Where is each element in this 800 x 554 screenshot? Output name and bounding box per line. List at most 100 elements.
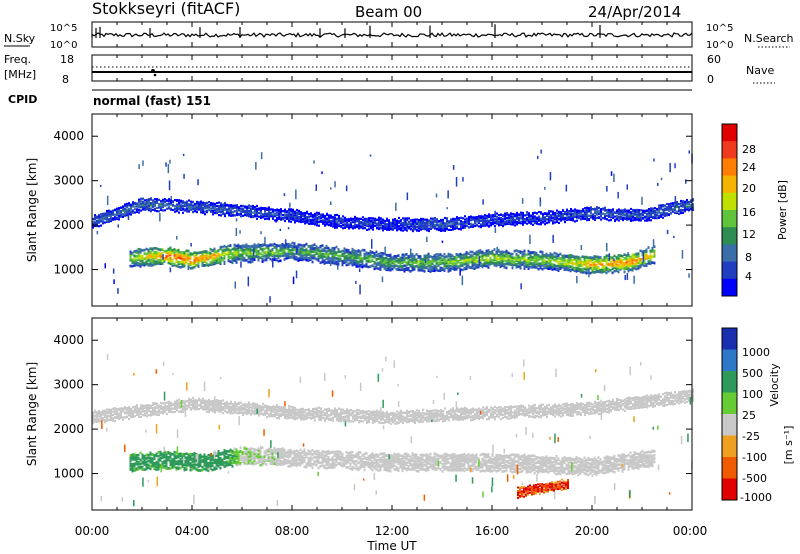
heatmap-cell — [420, 220, 422, 223]
heatmap-cell — [517, 250, 520, 253]
heatmap-cell — [534, 222, 536, 225]
heatmap-cell — [490, 217, 492, 220]
heatmap-cell — [108, 213, 110, 216]
heatmap-cell — [233, 243, 236, 247]
heatmap-cell — [494, 225, 496, 228]
heatmap-cell — [190, 243, 192, 247]
heatmap-cell — [153, 247, 156, 250]
heatmap-cell — [358, 217, 360, 220]
heatmap-cell — [282, 210, 284, 213]
heatmap-cell — [197, 259, 200, 262]
heatmap-cell — [208, 206, 210, 209]
heatmap-cell — [303, 253, 306, 257]
heatmap-cell — [639, 263, 642, 267]
heatmap-cell — [392, 221, 394, 224]
heatmap-cell — [350, 219, 352, 222]
heatmap-cell — [141, 255, 144, 258]
heatmap-cell — [330, 221, 332, 224]
heatmap-cell — [565, 262, 568, 266]
heatmap-cell — [164, 204, 166, 207]
heatmap-cell — [169, 246, 172, 250]
heatmap-cell — [268, 217, 270, 220]
heatmap-cell — [692, 198, 694, 201]
heatmap-cell — [286, 210, 288, 213]
heatmap-cell — [264, 209, 266, 212]
heatmap-cell — [134, 208, 136, 211]
heatmap-cell — [493, 255, 496, 259]
heatmap-cell — [630, 217, 632, 220]
heatmap-cell — [452, 220, 454, 223]
heatmap-cell — [260, 211, 262, 214]
heatmap-cell — [551, 253, 554, 257]
heatmap-cell — [242, 204, 244, 207]
heatmap-cell — [363, 248, 366, 252]
heatmap-cell — [256, 207, 258, 210]
heatmap-cell — [407, 255, 410, 258]
heatmap-cell — [564, 218, 566, 221]
heatmap-cell — [552, 222, 554, 225]
heatmap-cell — [129, 257, 132, 260]
heatmap-cell — [340, 218, 342, 221]
heatmap-cell — [233, 256, 236, 259]
heatmap-cell — [481, 263, 484, 266]
heatmap-cell — [364, 222, 366, 225]
heatmap-cell — [453, 266, 456, 269]
heatmap-cell — [467, 252, 470, 255]
heatmap-cell — [585, 271, 588, 275]
heatmap-cell — [639, 249, 642, 253]
heatmap-cell — [567, 254, 570, 258]
heatmap-cell — [137, 462, 140, 466]
heatmap-cell — [255, 255, 258, 259]
heatmap-cell — [225, 252, 228, 256]
heatmap-cell — [179, 254, 182, 258]
heatmap-cell — [617, 191, 619, 199]
heatmap-cell — [526, 219, 528, 222]
heatmap-cell — [149, 467, 152, 471]
heatmap-cell — [434, 217, 436, 220]
heatmap-cell — [177, 253, 180, 257]
heatmap-cell — [388, 226, 390, 229]
heatmap-cell — [476, 217, 478, 220]
heatmap-cell — [547, 264, 550, 268]
heatmap-cell — [363, 257, 366, 260]
heatmap-cell — [177, 255, 180, 259]
heatmap-cell — [365, 259, 368, 263]
heatmap-cell — [511, 252, 514, 256]
heatmap-cell — [163, 258, 166, 262]
heatmap-cell — [227, 259, 230, 263]
heatmap-cell — [410, 222, 412, 225]
heatmap-cell — [652, 239, 655, 247]
heatmap-cell — [588, 217, 590, 221]
heatmap-cell — [414, 224, 416, 227]
heatmap-cell — [315, 257, 318, 261]
heatmap-cell — [291, 241, 294, 245]
heatmap-cell — [549, 262, 552, 266]
heatmap-cell — [482, 199, 484, 205]
heatmap-cell — [157, 248, 160, 251]
heatmap-cell — [189, 252, 192, 255]
heatmap-cell — [684, 206, 686, 209]
heatmap-cell — [198, 205, 200, 208]
heatmap-cell — [496, 219, 498, 222]
heatmap-cell — [301, 251, 304, 255]
heatmap-cell — [380, 220, 382, 223]
heatmap-cell — [586, 219, 588, 222]
heatmap-cell — [650, 214, 652, 218]
heatmap-cell — [606, 214, 608, 217]
heatmap-cell — [639, 258, 642, 261]
heatmap-cell — [639, 265, 642, 269]
heatmap-cell — [476, 223, 478, 226]
heatmap-cell — [490, 224, 492, 227]
heatmap-cell — [673, 235, 675, 239]
heatmap-cell — [325, 255, 328, 258]
heatmap-cell — [510, 223, 512, 226]
heatmap-cell — [628, 214, 630, 217]
heatmap-cell — [353, 249, 356, 253]
heatmap-cell — [285, 242, 288, 246]
heatmap-cell — [201, 261, 204, 265]
heatmap-cell — [266, 212, 268, 215]
heatmap-cell — [530, 218, 532, 221]
heatmap-cell — [576, 210, 578, 213]
heatmap-cell — [235, 252, 238, 256]
heatmap-cell — [104, 263, 106, 269]
